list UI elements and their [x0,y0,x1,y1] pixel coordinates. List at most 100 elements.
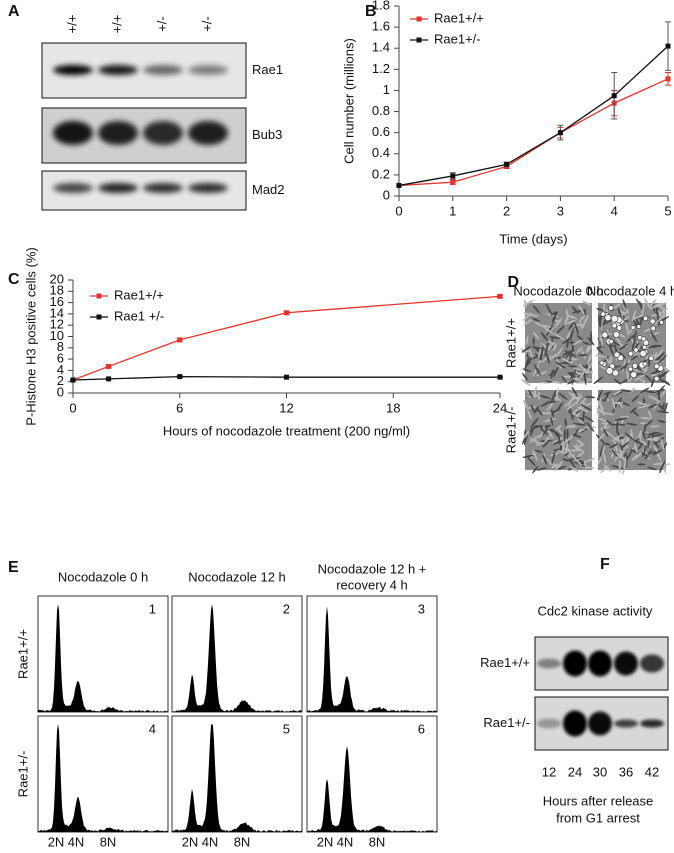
histogram-number: 3 [418,601,425,616]
blot-band [98,65,138,75]
cell [631,410,639,417]
cell [654,316,664,326]
panel-letter: F [600,556,610,573]
blot-band [98,183,138,193]
cell [578,321,584,329]
cell [576,347,583,354]
cell [539,425,551,429]
cell [556,324,566,334]
y-tick-label: 6 [57,351,64,366]
cell [556,465,567,471]
x-tick-label: 12 [279,400,293,415]
round-cell [608,305,614,311]
x-label: 2N [317,834,334,849]
cell [557,428,563,435]
cell [586,362,593,373]
cell [569,327,575,341]
cell [530,417,540,429]
cell [555,392,559,402]
cell [538,391,541,401]
cell [533,405,539,414]
micrograph [593,297,671,388]
cell [641,302,645,317]
cell [602,450,607,464]
column-title: Nocodazole 0 h [513,283,603,298]
blot-band [143,121,183,145]
x-axis-label: Time (days) [499,231,567,246]
legend-label: Rae1+/- [434,31,481,46]
round-cell [627,366,633,372]
cell [534,321,546,328]
cell [634,441,638,454]
cell [621,401,631,407]
cell [659,307,668,315]
y-tick-label: 0.6 [372,124,390,139]
cell [552,380,563,385]
cell [527,395,540,398]
cell [602,412,615,416]
round-cell [604,314,612,322]
cell [655,302,666,308]
cell [564,316,568,326]
cell [575,459,583,467]
blot-band [188,183,228,193]
cell [577,354,588,357]
data-point [504,161,510,167]
x-label: 8N [234,834,251,849]
lane-label: 42 [645,764,659,779]
cell [553,448,564,451]
panel-letter: A [8,3,20,20]
caption: Hours after release [543,793,654,808]
data-point [70,377,76,383]
x-tick-label: 0 [69,400,76,415]
micrograph [595,385,671,475]
cell [540,381,549,384]
y-axis-label: Cell number (millions) [341,38,356,164]
cell [540,427,548,435]
cell [656,453,662,462]
cell [540,331,550,343]
cell [657,419,666,424]
cell [568,365,577,368]
y-tick-label: 0.8 [372,103,390,118]
cell [536,467,548,471]
cell [562,458,570,462]
cell [624,432,634,441]
cell [526,456,536,467]
x-tick-label: 6 [176,400,183,415]
cell [622,305,630,314]
cell [542,441,549,448]
cell [568,449,582,452]
cell [522,372,528,381]
cell [544,345,548,357]
round-cell [605,367,614,375]
cell [538,348,542,359]
cell [639,387,650,394]
cell [560,357,573,365]
row-label: Rae1+/- [503,407,518,454]
cell [563,428,566,443]
panel-title: Cdc2 kinase activity [538,603,653,618]
cell [620,441,629,449]
data-point [396,182,402,188]
cell [566,402,577,411]
lane-label: +/+ [109,15,124,34]
cell [595,354,606,358]
round-cell [636,324,642,329]
cell [548,429,559,434]
cell [567,425,576,428]
cell [580,427,589,433]
panel-letter: D [507,274,519,291]
cell [571,412,580,417]
cell [642,431,646,440]
lane-label: 12 [542,764,556,779]
cell [523,430,530,439]
cell [531,317,541,322]
data-point [450,173,456,179]
legend-marker [96,314,102,320]
cell [566,447,573,458]
cell [566,320,576,324]
cell [570,409,574,421]
cell [663,402,668,414]
